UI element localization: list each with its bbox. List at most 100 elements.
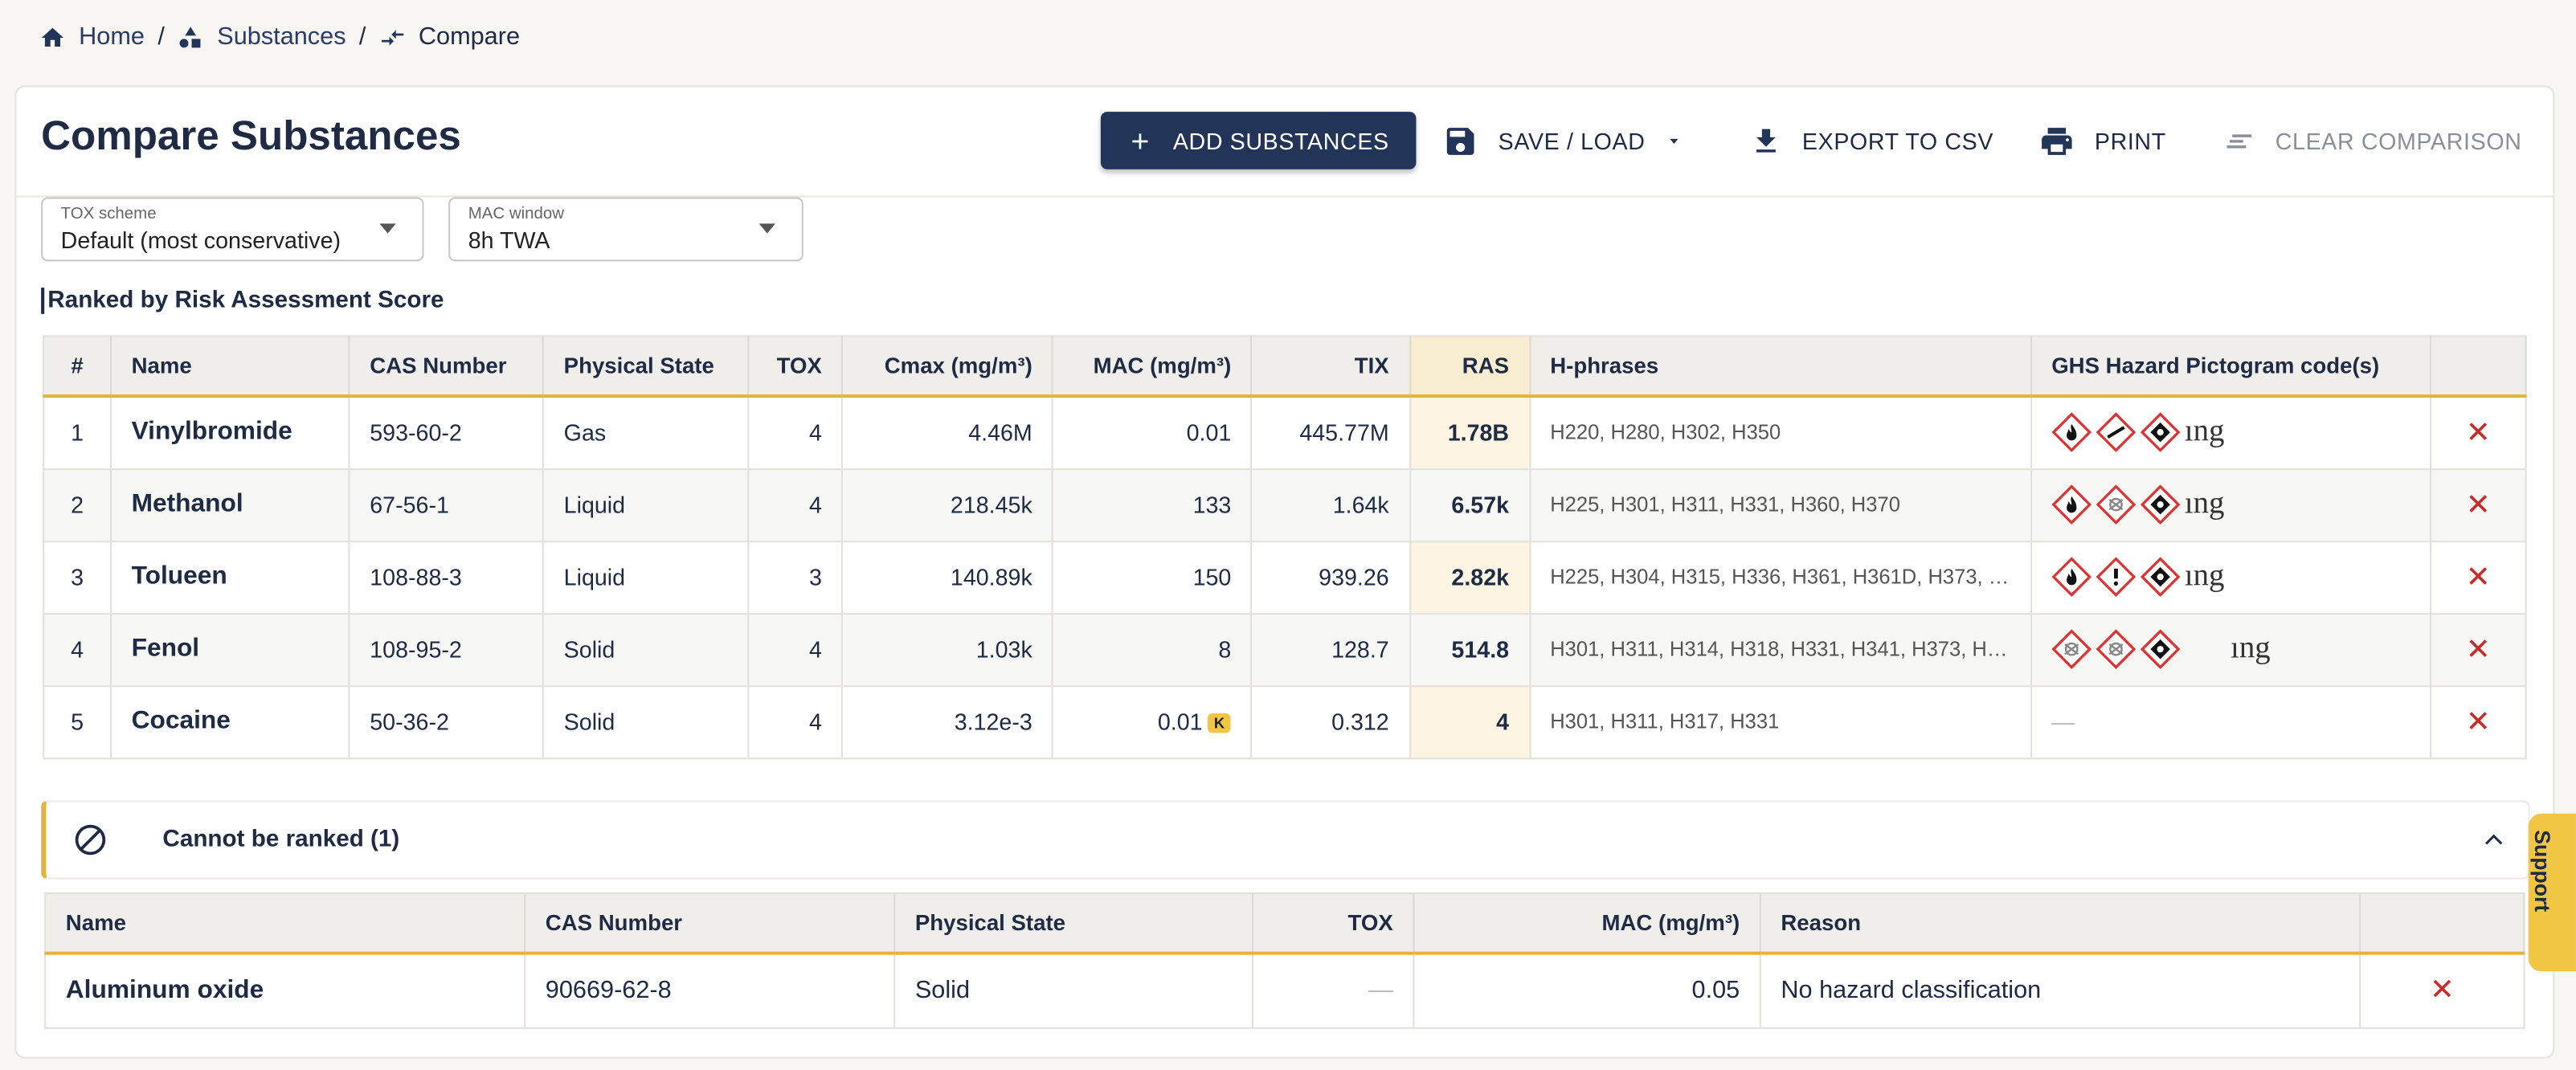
cell-cmax: 218.45k — [842, 468, 1054, 542]
cell-mac: 0.01 — [1053, 396, 1253, 470]
column-header: TIX — [1251, 336, 1411, 398]
cell-cmax: 1.03k — [842, 613, 1054, 687]
cell-state: Solid — [543, 685, 750, 759]
cell-reason: No hazard classification — [1760, 953, 2361, 1028]
unranked-header[interactable]: Cannot be ranked (1) — [41, 800, 2530, 880]
cell-state: Solid — [894, 953, 1254, 1028]
breadcrumb-home[interactable]: Home — [79, 22, 145, 51]
cell-rank: 1 — [43, 396, 112, 470]
remove-button[interactable]: ✕ — [2430, 396, 2527, 470]
cell-tox: 3 — [748, 541, 844, 615]
cell-state: Liquid — [543, 541, 750, 615]
cell-state: Solid — [543, 613, 750, 687]
column-header: GHS Hazard Pictogram code(s) — [2030, 336, 2431, 398]
cell-cas: 67-56-1 — [349, 468, 545, 542]
ghs-pictogram — [2140, 413, 2180, 453]
ghs-pictogram — [2096, 413, 2136, 453]
cell-h: H225, H304, H315, H336, H361, H361D, H37… — [1529, 541, 2032, 615]
button-label: PRINT — [2094, 127, 2166, 154]
column-header: RAS — [1409, 336, 1531, 398]
ghs-pictogram — [2096, 557, 2136, 597]
cell-rank: 5 — [43, 685, 112, 759]
cell-cmax: 140.89k — [842, 541, 1054, 615]
column-header: TOX — [748, 336, 844, 398]
cell-mac: 8 — [1053, 613, 1253, 687]
ghs-pictogram — [2096, 629, 2136, 669]
column-header: Physical State — [894, 893, 1254, 955]
save-load-button[interactable]: SAVE / LOAD — [1442, 112, 1684, 169]
cell-h: H225, H301, H311, H331, H360, H370 — [1529, 468, 2032, 542]
export-button[interactable]: EXPORT TO CSV — [1749, 112, 1993, 169]
add-button[interactable]: ADD SUBSTANCES — [1100, 112, 1416, 169]
substances-icon — [179, 26, 201, 47]
cell-h: H301, H311, H317, H331 — [1529, 685, 2032, 759]
tbody: 1 Vinylbromide 593-60-2 Gas 4 4.46M 0.01 445.77… — [43, 396, 2527, 759]
header-row: # Name CAS Number Physical State TOX Cmax (mg… — [43, 336, 2527, 398]
cell-name: Methanol — [111, 468, 350, 542]
cell-ras: 1.78B — [1409, 396, 1531, 470]
clear-button[interactable]: CLEAR COMPARISON — [2222, 112, 2521, 169]
cell-cas: 108-88-3 — [349, 541, 545, 615]
cell-ghs: ıng — [2030, 541, 2431, 615]
remove-button[interactable]: ✕ — [2430, 468, 2527, 542]
thead: # Name CAS Number Physical State TOX Cmax (mg… — [43, 336, 2527, 398]
remove-button[interactable]: ✕ — [2360, 953, 2525, 1028]
pictogram-alt: ıng — [2184, 486, 2225, 521]
cell-name: Fenol — [111, 613, 350, 687]
cell-cmax: 4.46M — [842, 396, 1054, 470]
pictograms: ıng — [2051, 557, 2410, 597]
column-header: Physical State — [543, 336, 750, 398]
cell-h: H301, H311, H314, H318, H331, H341, H373… — [1529, 613, 2032, 687]
pictograms: ıng — [2051, 413, 2410, 453]
separator: / — [157, 22, 165, 51]
breadcrumb-substances[interactable]: Substances — [217, 22, 346, 51]
remove-button[interactable]: ✕ — [2430, 541, 2527, 615]
ghs-pictogram — [2140, 629, 2180, 669]
print-button[interactable]: PRINT — [2038, 112, 2165, 169]
ghs-pictogram — [2051, 557, 2091, 597]
cell-tix: 128.7 — [1251, 613, 1411, 687]
pictograms: — — [2051, 709, 2410, 735]
ghs-pictogram — [2051, 413, 2091, 453]
blocked-icon — [75, 824, 106, 856]
button-label: SAVE / LOAD — [1498, 127, 1646, 154]
collapse-icon[interactable] — [2482, 828, 2505, 852]
cell-cas: 108-95-2 — [349, 613, 545, 687]
separator: / — [358, 22, 366, 51]
cell-mac: 150 — [1053, 541, 1253, 615]
remove-button[interactable]: ✕ — [2430, 685, 2527, 759]
cell-ras: 6.57k — [1409, 468, 1531, 542]
cell-ghs: ıng — [2030, 613, 2431, 687]
column-header: Name — [111, 336, 350, 398]
cell-cas: 593-60-2 — [349, 396, 545, 470]
cell-mac: 0.01 K — [1053, 685, 1253, 759]
cell-cas: 90669-62-8 — [525, 953, 896, 1028]
remove-button[interactable]: ✕ — [2430, 613, 2527, 687]
column-header: Name — [45, 893, 526, 955]
cell-ras: 2.82k — [1409, 541, 1531, 615]
ghs-pictogram — [2051, 484, 2091, 525]
pictogram-alt: — — [2051, 708, 2075, 735]
compare-icon — [381, 29, 403, 45]
unranked-row: Aluminum oxide 90669-62-8 Solid —0.05 No haz… — [45, 953, 2525, 1028]
breadcrumb: Home / Substances / Compare — [39, 23, 520, 51]
column-header-actions — [2430, 336, 2527, 398]
pictogram-alt: ıng — [2184, 558, 2225, 594]
support-tab[interactable]: Support — [2528, 813, 2576, 972]
column-header: H-phrases — [1529, 336, 2032, 398]
ghs-pictogram — [2140, 557, 2180, 597]
tox-select[interactable]: TOX scheme Default (most conservative) — [41, 197, 424, 262]
unranked-table: Name CAS Number Physical State TOX MAC (mg/m… — [44, 892, 2525, 1028]
column-header: # — [43, 336, 112, 398]
ranked-heading: Ranked by Risk Assessment Score — [41, 288, 444, 314]
divider — [16, 195, 2554, 198]
substance-row: 5 Cocaine 50-36-2 Solid 4 3.12e-3 0.01 K 0.312 4 H… — [43, 685, 2527, 759]
column-header: CAS Number — [525, 893, 896, 955]
cell-tix: 445.77M — [1251, 396, 1411, 470]
cell-h: H220, H280, H302, H350 — [1529, 396, 2032, 470]
cell-tox: 4 — [748, 396, 844, 470]
button-label: ADD SUBSTANCES — [1172, 127, 1389, 154]
mac-select[interactable]: MAC window 8h TWA — [448, 197, 803, 262]
cell-ghs: ıng — [2030, 396, 2431, 470]
